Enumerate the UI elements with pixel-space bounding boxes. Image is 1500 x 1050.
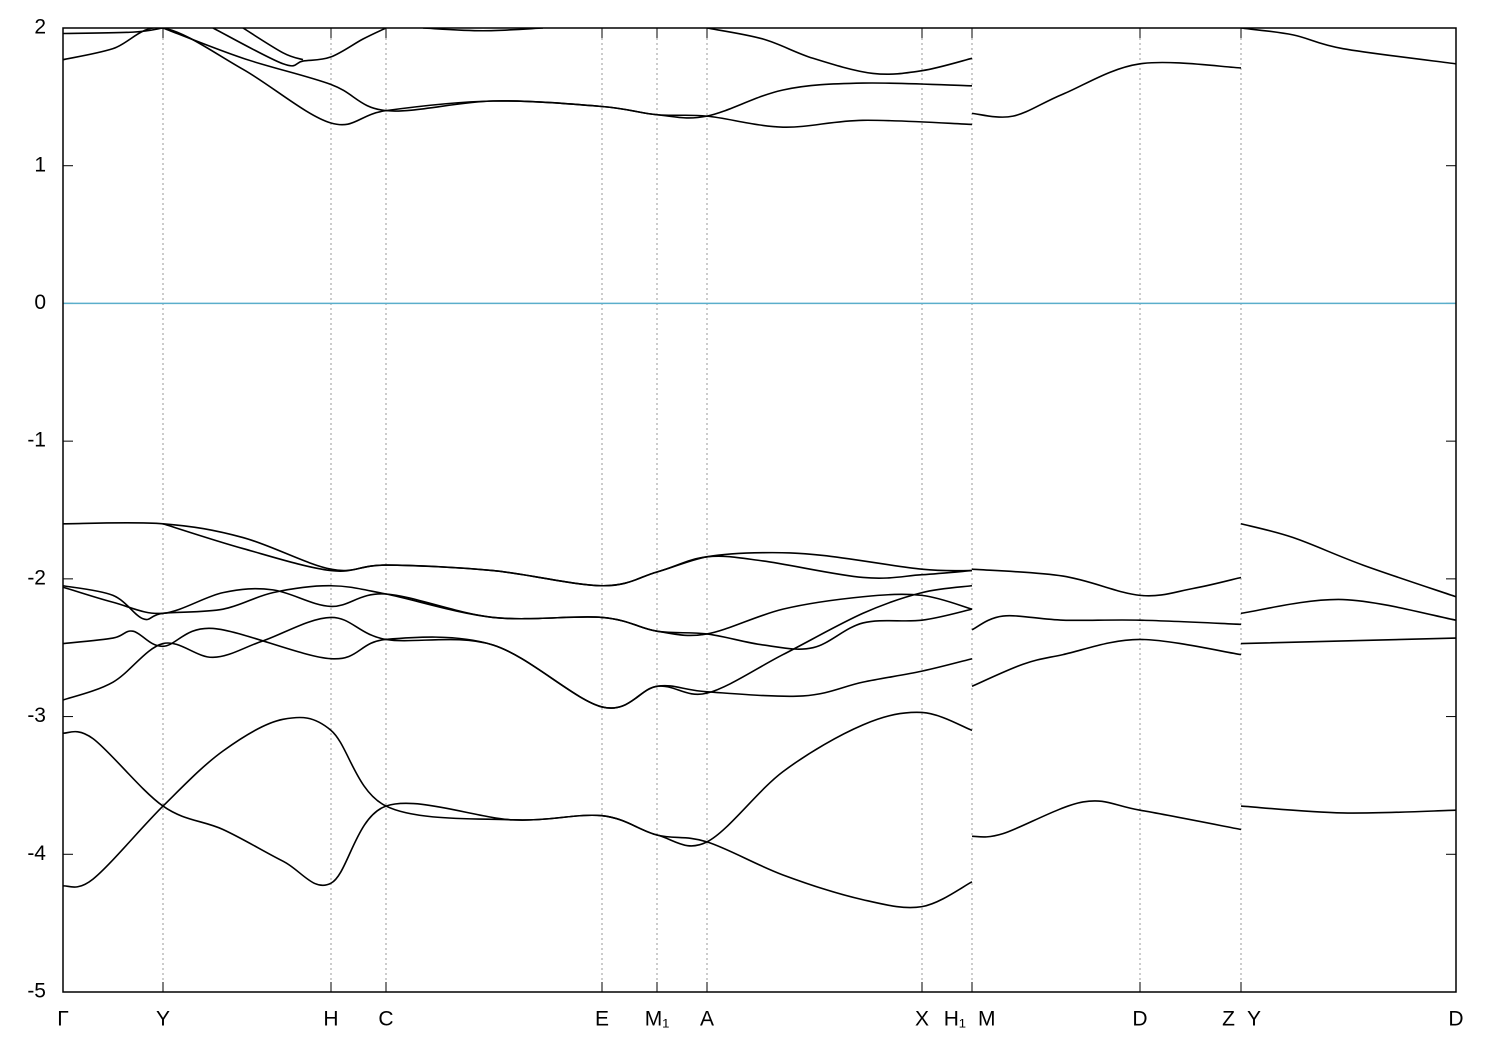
x-tick-label: X bbox=[915, 1008, 929, 1031]
band-line bbox=[706, 28, 973, 76]
band-line bbox=[63, 586, 973, 650]
band-line bbox=[162, 28, 973, 119]
x-tick-label: Z bbox=[1222, 1008, 1235, 1031]
band-line bbox=[971, 800, 1242, 838]
band-line bbox=[422, 28, 544, 32]
plot-frame bbox=[62, 27, 1457, 993]
y-tick-label: 2 bbox=[34, 16, 46, 39]
x-tick-label: H bbox=[323, 1008, 338, 1031]
y-tick-label: -1 bbox=[27, 429, 46, 452]
y-tick-label: 0 bbox=[34, 291, 46, 314]
band-line bbox=[1240, 805, 1456, 814]
band-line bbox=[242, 28, 304, 61]
band-line bbox=[1240, 637, 1456, 645]
y-tick-label: -3 bbox=[27, 704, 46, 727]
x-tick-label: M₁ bbox=[645, 1008, 670, 1031]
y-tick-label: -5 bbox=[27, 980, 46, 1003]
x-tick-label: D bbox=[1448, 1008, 1463, 1031]
band-line bbox=[63, 616, 973, 709]
band-line bbox=[63, 711, 973, 886]
x-tick-label: H₁ bbox=[944, 1008, 966, 1031]
band-line bbox=[971, 638, 1242, 688]
x-tick-label: D bbox=[1132, 1008, 1147, 1031]
band-line bbox=[212, 28, 387, 67]
x-tick-label: E bbox=[595, 1008, 609, 1031]
x-tick-label: Y bbox=[1247, 1008, 1261, 1031]
band-line bbox=[1240, 28, 1456, 65]
y-tick-label: -2 bbox=[27, 566, 46, 589]
band-line bbox=[1240, 522, 1456, 598]
x-tick-label: M bbox=[978, 1008, 996, 1031]
band-line bbox=[162, 523, 973, 587]
x-tick-label: Γ bbox=[57, 1008, 69, 1031]
band-line bbox=[1240, 598, 1456, 621]
band-line bbox=[63, 716, 973, 909]
x-tick-label: C bbox=[378, 1008, 393, 1031]
x-tick-label: Y bbox=[156, 1008, 170, 1031]
y-tick-label: 1 bbox=[34, 153, 46, 176]
band-line bbox=[971, 568, 1242, 597]
x-tick-label: A bbox=[700, 1008, 714, 1031]
y-tick-label: -4 bbox=[27, 842, 46, 865]
band-line bbox=[63, 28, 164, 35]
band-line bbox=[971, 614, 1242, 631]
band-line bbox=[971, 61, 1242, 118]
